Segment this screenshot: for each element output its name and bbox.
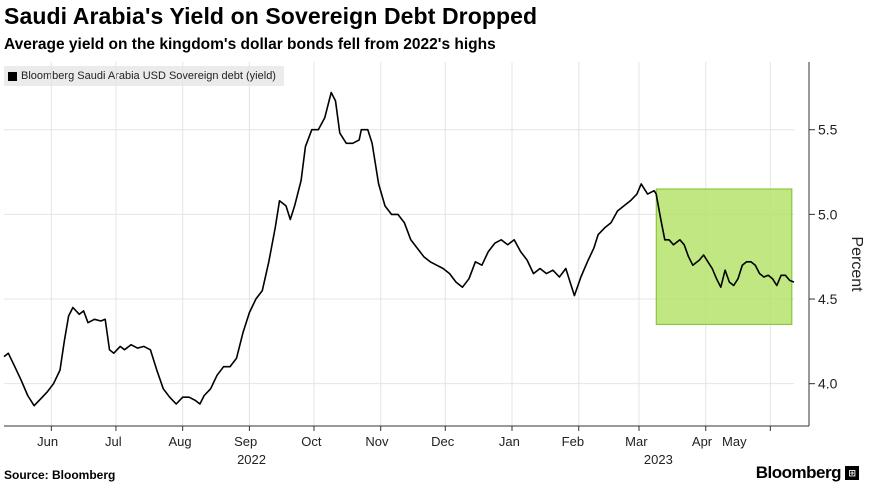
x-tick-label: Mar — [625, 434, 648, 449]
axis-layer: 4.0 4.5 5.0 5.5 Percent Jun Jul Aug Sep Oct Nov Dec… — [4, 62, 865, 467]
y-tick-label: 4.0 — [818, 376, 838, 392]
source-note: Source: Bloomberg — [4, 468, 116, 482]
chart-title: Saudi Arabia's Yield on Sovereign Debt D… — [4, 3, 538, 29]
y-tick-label: 5.5 — [818, 122, 838, 138]
x-year-label: 2022 — [237, 452, 266, 467]
series-line — [3, 91, 795, 407]
chart-subtitle: Average yield on the kingdom's dollar bo… — [4, 36, 496, 53]
legend-label: Bloomberg Saudi Arabia USD Sovereign deb… — [21, 70, 276, 82]
x-tick-label: Aug — [168, 434, 191, 449]
y-tick-label: 4.5 — [818, 291, 838, 307]
x-tick-label: Jul — [105, 434, 122, 449]
x-tick-label: Jun — [37, 434, 58, 449]
x-tick-label: Sep — [234, 434, 257, 449]
chart-legend: Bloomberg Saudi Arabia USD Sovereign deb… — [4, 66, 284, 86]
brand-logo: Bloomberg ⊞ — [756, 463, 859, 483]
legend-swatch — [8, 71, 17, 81]
x-tick-label: Nov — [365, 434, 389, 449]
x-year-label: 2023 — [644, 452, 673, 467]
brand-badge-icon: ⊞ — [845, 466, 859, 480]
x-tick-label: Dec — [431, 434, 455, 449]
x-tick-label: May — [722, 434, 747, 449]
line-layer — [3, 91, 795, 407]
highlight-layer — [655, 188, 793, 325]
line-chart: 4.0 4.5 5.0 5.5 Percent Jun Jul Aug Sep Oct Nov Dec… — [3, 62, 865, 467]
highlight-box — [655, 188, 793, 325]
x-tick-label: Jan — [499, 434, 520, 449]
y-axis-title: Percent — [848, 236, 865, 292]
x-tick-label: Feb — [562, 434, 584, 449]
brand-name: Bloomberg — [755, 463, 842, 482]
x-tick-label: Apr — [692, 434, 713, 449]
y-tick-label: 5.0 — [818, 206, 838, 222]
x-tick-label: Oct — [301, 434, 322, 449]
